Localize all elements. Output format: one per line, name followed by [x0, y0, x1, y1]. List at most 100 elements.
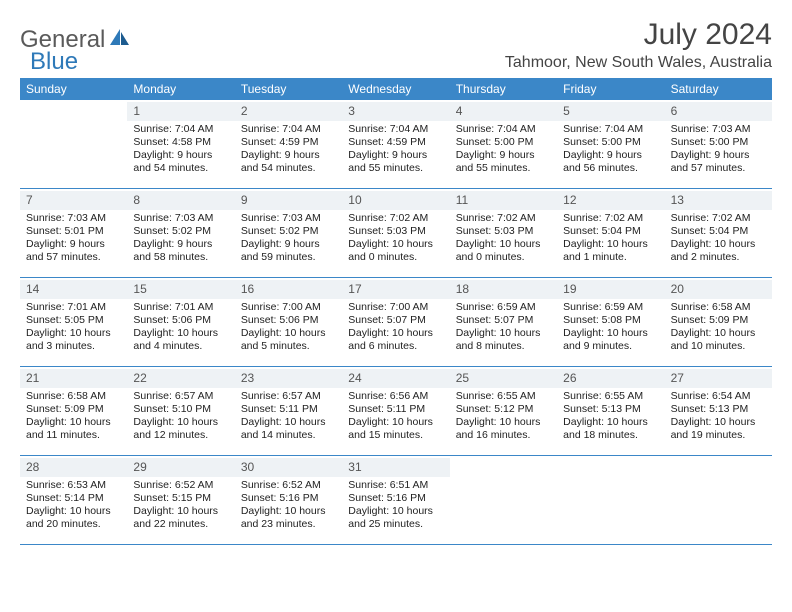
- calendar-cell: 4Sunrise: 7:04 AMSunset: 5:00 PMDaylight…: [450, 100, 557, 188]
- day-header-cell: Wednesday: [342, 78, 449, 100]
- sunrise-text: Sunrise: 7:02 AM: [563, 212, 658, 225]
- daylight-text: Daylight: 10 hours: [563, 238, 658, 251]
- calendar-cell: 1Sunrise: 7:04 AMSunset: 4:58 PMDaylight…: [127, 100, 234, 188]
- day-number: 28: [20, 458, 127, 477]
- calendar-cell: .: [20, 100, 127, 188]
- day-number: 31: [342, 458, 449, 477]
- calendar-cell: 18 Sunrise: 6:59 AMSunset: 5:07 PMDayligh…: [450, 278, 557, 366]
- daylight-text: Daylight: 10 hours: [456, 238, 551, 251]
- sunset-text: Sunset: 5:01 PM: [26, 225, 121, 238]
- daylight-text: and 9 minutes.: [563, 340, 658, 353]
- sunset-text: Sunset: 5:09 PM: [26, 403, 121, 416]
- calendar-cell: 11Sunrise: 7:02 AMSunset: 5:03 PMDayligh…: [450, 189, 557, 277]
- sunset-text: Sunset: 5:07 PM: [348, 314, 443, 327]
- daylight-text: Daylight: 10 hours: [133, 505, 228, 518]
- day-number: 1: [127, 102, 234, 121]
- daylight-text: Daylight: 10 hours: [348, 238, 443, 251]
- day-number: 30: [235, 458, 342, 477]
- sunrise-text: Sunrise: 6:51 AM: [348, 479, 443, 492]
- week-row: 7Sunrise: 7:03 AMSunset: 5:01 PMDaylight…: [20, 189, 772, 278]
- calendar-cell: 6Sunrise: 7:03 AMSunset: 5:00 PMDaylight…: [665, 100, 772, 188]
- calendar-cell: 24Sunrise: 6:56 AMSunset: 5:11 PMDayligh…: [342, 367, 449, 455]
- calendar-cell: 3Sunrise: 7:04 AMSunset: 4:59 PMDaylight…: [342, 100, 449, 188]
- day-number: 3: [342, 102, 449, 121]
- sunset-text: Sunset: 5:02 PM: [241, 225, 336, 238]
- daylight-text: and 3 minutes.: [26, 340, 121, 353]
- daylight-text: and 55 minutes.: [456, 162, 551, 175]
- calendar-cell: 23Sunrise: 6:57 AMSunset: 5:11 PMDayligh…: [235, 367, 342, 455]
- day-number: 27: [665, 369, 772, 388]
- calendar-cell: 29Sunrise: 6:52 AMSunset: 5:15 PMDayligh…: [127, 456, 234, 544]
- calendar-cell: 20Sunrise: 6:58 AMSunset: 5:09 PMDayligh…: [665, 278, 772, 366]
- daylight-text: Daylight: 10 hours: [456, 327, 551, 340]
- sunset-text: Sunset: 5:15 PM: [133, 492, 228, 505]
- daylight-text: and 15 minutes.: [348, 429, 443, 442]
- daylight-text: Daylight: 10 hours: [241, 416, 336, 429]
- sunset-text: Sunset: 4:59 PM: [241, 136, 336, 149]
- sunset-text: Sunset: 5:13 PM: [563, 403, 658, 416]
- calendar-cell: 9Sunrise: 7:03 AMSunset: 5:02 PMDaylight…: [235, 189, 342, 277]
- daylight-text: Daylight: 10 hours: [241, 327, 336, 340]
- sunset-text: Sunset: 5:05 PM: [26, 314, 121, 327]
- daylight-text: and 4 minutes.: [133, 340, 228, 353]
- daylight-text: Daylight: 9 hours: [26, 238, 121, 251]
- sunset-text: Sunset: 5:06 PM: [241, 314, 336, 327]
- sunset-text: Sunset: 5:12 PM: [456, 403, 551, 416]
- week-row: 28Sunrise: 6:53 AMSunset: 5:14 PMDayligh…: [20, 456, 772, 545]
- calendar-cell: 28Sunrise: 6:53 AMSunset: 5:14 PMDayligh…: [20, 456, 127, 544]
- sunset-text: Sunset: 5:07 PM: [456, 314, 551, 327]
- sunset-text: Sunset: 5:02 PM: [133, 225, 228, 238]
- sunset-text: Sunset: 5:06 PM: [133, 314, 228, 327]
- calendar-cell: 5Sunrise: 7:04 AMSunset: 5:00 PMDaylight…: [557, 100, 664, 188]
- calendar-cell: 17Sunrise: 7:00 AMSunset: 5:07 PMDayligh…: [342, 278, 449, 366]
- daylight-text: Daylight: 9 hours: [671, 149, 766, 162]
- sunset-text: Sunset: 5:13 PM: [671, 403, 766, 416]
- daylight-text: Daylight: 10 hours: [671, 416, 766, 429]
- daylight-text: Daylight: 9 hours: [133, 149, 228, 162]
- month-title: July 2024: [505, 18, 772, 52]
- calendar-cell: 30Sunrise: 6:52 AMSunset: 5:16 PMDayligh…: [235, 456, 342, 544]
- sunrise-text: Sunrise: 6:55 AM: [563, 390, 658, 403]
- sunset-text: Sunset: 5:10 PM: [133, 403, 228, 416]
- daylight-text: and 0 minutes.: [348, 251, 443, 264]
- sunset-text: Sunset: 4:58 PM: [133, 136, 228, 149]
- day-number: 23: [235, 369, 342, 388]
- sunrise-text: Sunrise: 6:59 AM: [563, 301, 658, 314]
- sunrise-text: Sunrise: 6:52 AM: [241, 479, 336, 492]
- day-number: 6: [665, 102, 772, 121]
- sunrise-text: Sunrise: 7:03 AM: [26, 212, 121, 225]
- day-number: 25: [450, 369, 557, 388]
- day-number: 13: [665, 191, 772, 210]
- day-header-cell: Sunday: [20, 78, 127, 100]
- daylight-text: and 16 minutes.: [456, 429, 551, 442]
- daylight-text: and 1 minute.: [563, 251, 658, 264]
- sunrise-text: Sunrise: 6:57 AM: [133, 390, 228, 403]
- sunrise-text: Sunrise: 7:04 AM: [563, 123, 658, 136]
- daylight-text: Daylight: 9 hours: [241, 238, 336, 251]
- daylight-text: Daylight: 10 hours: [241, 505, 336, 518]
- sunset-text: Sunset: 5:08 PM: [563, 314, 658, 327]
- daylight-text: and 54 minutes.: [241, 162, 336, 175]
- daylight-text: and 56 minutes.: [563, 162, 658, 175]
- daylight-text: and 6 minutes.: [348, 340, 443, 353]
- daylight-text: Daylight: 10 hours: [348, 327, 443, 340]
- calendar-cell: 25Sunrise: 6:55 AMSunset: 5:12 PMDayligh…: [450, 367, 557, 455]
- calendar-cell: 12Sunrise: 7:02 AMSunset: 5:04 PMDayligh…: [557, 189, 664, 277]
- calendar: SundayMondayTuesdayWednesdayThursdayFrid…: [20, 78, 772, 545]
- week-row: .1Sunrise: 7:04 AMSunset: 4:58 PMDayligh…: [20, 100, 772, 189]
- daylight-text: and 59 minutes.: [241, 251, 336, 264]
- week-row: 21Sunrise: 6:58 AMSunset: 5:09 PMDayligh…: [20, 367, 772, 456]
- daylight-text: Daylight: 10 hours: [671, 238, 766, 251]
- day-number: 16: [235, 280, 342, 299]
- sunset-text: Sunset: 5:11 PM: [348, 403, 443, 416]
- daylight-text: Daylight: 10 hours: [26, 327, 121, 340]
- sunrise-text: Sunrise: 7:04 AM: [456, 123, 551, 136]
- daylight-text: Daylight: 10 hours: [133, 416, 228, 429]
- daylight-text: and 57 minutes.: [26, 251, 121, 264]
- day-number: 20: [665, 280, 772, 299]
- daylight-text: Daylight: 10 hours: [348, 416, 443, 429]
- day-number: 18: [450, 280, 557, 299]
- sunset-text: Sunset: 5:00 PM: [671, 136, 766, 149]
- calendar-cell: 22Sunrise: 6:57 AMSunset: 5:10 PMDayligh…: [127, 367, 234, 455]
- sunrise-text: Sunrise: 6:59 AM: [456, 301, 551, 314]
